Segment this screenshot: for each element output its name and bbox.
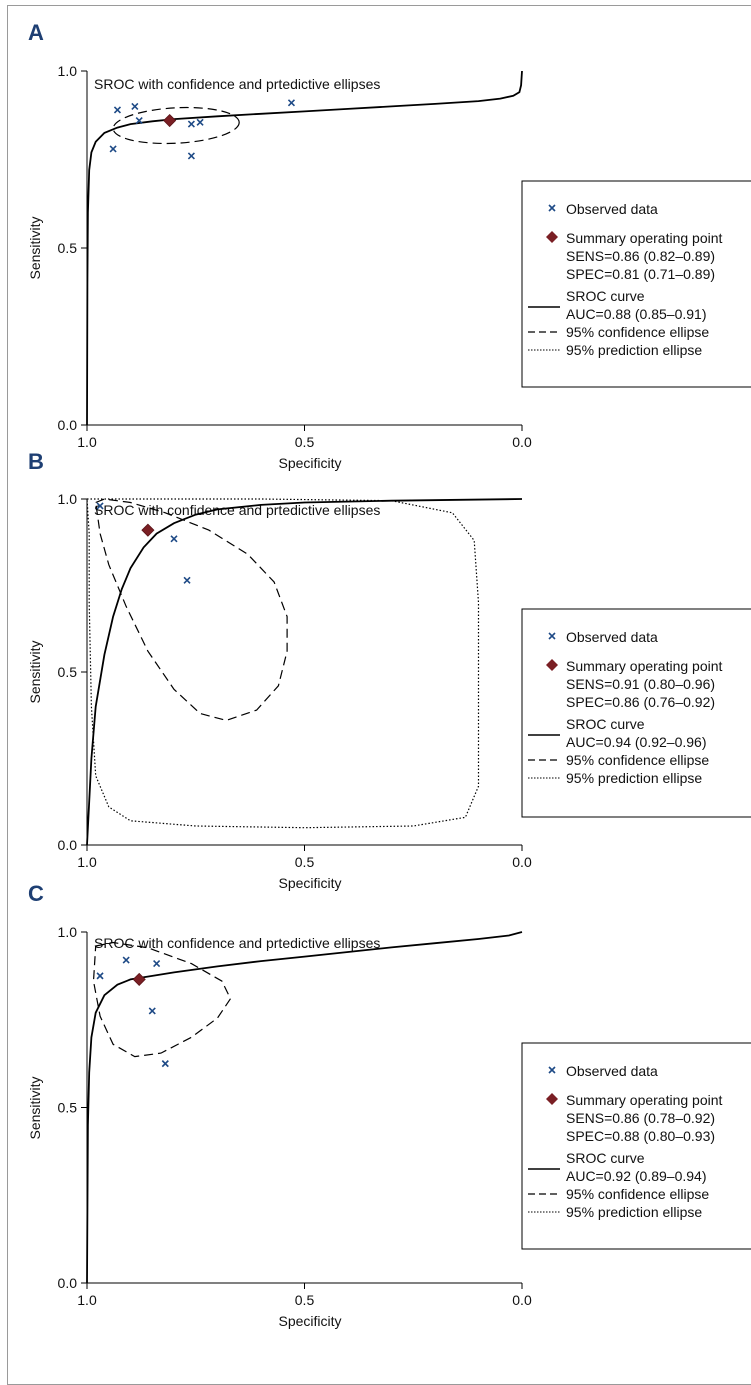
legend-observed-label: Observed data (566, 201, 658, 217)
sroc-panel-c: C SROC with confidence and prtedictive el… (27, 881, 751, 1329)
legend-observed-marker (548, 1066, 556, 1074)
legend-observed-label: Observed data (566, 629, 658, 645)
observed-point (153, 960, 161, 968)
summary-operating-point (141, 523, 155, 537)
legend: Observed data Summary operating point SENS… (521, 608, 751, 818)
legend-auc-value: AUC=0.92 (0.89–0.94) (566, 1168, 706, 1184)
legend-summary-label: Summary operating point (566, 230, 723, 246)
legend-spec-value: SPEC=0.86 (0.76–0.92) (566, 694, 715, 710)
legend-observed-marker (548, 632, 556, 640)
legend-sroc-label: SROC curve (566, 288, 645, 304)
legend-confidence-label: 95% confidence ellipse (566, 752, 709, 768)
legend-summary-marker (546, 659, 558, 671)
observed-point (161, 1060, 169, 1068)
legend-auc-value: AUC=0.88 (0.85–0.91) (566, 306, 706, 322)
legend-prediction-label: 95% prediction ellipse (566, 342, 702, 358)
y-tick-label: 0.0 (58, 1275, 78, 1291)
x-axis-title: Specificity (278, 1313, 341, 1329)
panel-label: C (28, 881, 44, 906)
legend-prediction-label: 95% prediction ellipse (566, 770, 702, 786)
observed-point (183, 576, 191, 584)
legend-summary-marker (546, 1093, 558, 1105)
summary-operating-point (132, 972, 146, 986)
x-axis-title: Specificity (278, 455, 341, 471)
observed-point (96, 972, 104, 980)
legend-auc-value: AUC=0.94 (0.92–0.96) (566, 734, 706, 750)
observed-point (187, 120, 195, 128)
x-tick-label: 0.5 (295, 434, 315, 450)
sroc-panel-a: A SROC with confidence and prtedictive el… (27, 20, 751, 471)
y-axis-title: Sensitivity (27, 1076, 43, 1139)
y-tick-label: 1.0 (58, 491, 78, 507)
sroc-curve (86, 498, 523, 846)
legend-summary-label: Summary operating point (566, 1092, 723, 1108)
x-tick-label: 0.5 (295, 854, 315, 870)
legend-spec-value: SPEC=0.88 (0.80–0.93) (566, 1128, 715, 1144)
y-axis-title: Sensitivity (27, 640, 43, 703)
y-axis-title: Sensitivity (27, 216, 43, 279)
legend-box (521, 1042, 751, 1250)
legend-prediction-label: 95% prediction ellipse (566, 1204, 702, 1220)
y-tick-label: 0.5 (58, 664, 78, 680)
confidence-ellipse (112, 106, 240, 145)
observed-point (96, 502, 104, 510)
legend-summary-label: Summary operating point (566, 658, 723, 674)
x-tick-label: 1.0 (77, 854, 97, 870)
legend-spec-value: SPEC=0.81 (0.71–0.89) (566, 266, 715, 282)
x-tick-label: 0.5 (295, 1292, 315, 1308)
x-axis-title: Specificity (278, 875, 341, 891)
legend: Observed data Summary operating point SENS… (521, 180, 751, 388)
legend-sens-value: SENS=0.86 (0.78–0.92) (566, 1110, 715, 1126)
chart-title: SROC with confidence and prtedictive ell… (94, 76, 380, 92)
observed-point (122, 956, 130, 964)
summary-operating-point (163, 113, 177, 128)
observed-point (196, 118, 204, 126)
x-tick-label: 0.0 (512, 434, 532, 450)
sroc-panel-b: B SROC with confidence and prtedictive el… (27, 449, 751, 891)
confidence-ellipse (92, 941, 232, 1058)
prediction-ellipse (86, 498, 480, 829)
legend-sroc-label: SROC curve (566, 1150, 645, 1166)
panel-label: A (28, 20, 44, 45)
x-tick-label: 1.0 (77, 434, 97, 450)
x-tick-label: 0.0 (512, 1292, 532, 1308)
legend-confidence-label: 95% confidence ellipse (566, 1186, 709, 1202)
sroc-curve (86, 931, 523, 1284)
observed-point (113, 106, 122, 114)
legend-sens-value: SENS=0.86 (0.82–0.89) (566, 248, 715, 264)
y-tick-label: 0.0 (58, 837, 78, 853)
legend-box (521, 180, 751, 388)
legend-confidence-label: 95% confidence ellipse (566, 324, 709, 340)
legend-box (521, 608, 751, 818)
sroc-curve (86, 70, 523, 426)
observed-point (170, 535, 178, 543)
x-tick-label: 1.0 (77, 1292, 97, 1308)
chart-title: SROC with confidence and prtedictive ell… (94, 502, 380, 518)
legend: Observed data Summary operating point SENS… (521, 1042, 751, 1250)
confidence-ellipse (95, 498, 288, 722)
y-tick-label: 1.0 (58, 924, 78, 940)
y-tick-label: 0.5 (58, 1100, 78, 1116)
observed-point (109, 145, 117, 153)
legend-summary-marker (546, 231, 558, 243)
x-tick-label: 0.0 (512, 854, 532, 870)
legend-sroc-label: SROC curve (566, 716, 645, 732)
legend-observed-marker (548, 204, 556, 212)
y-tick-label: 0.0 (58, 417, 78, 433)
observed-point (187, 152, 195, 160)
y-tick-label: 0.5 (58, 240, 78, 256)
y-tick-label: 1.0 (58, 63, 78, 79)
observed-point (135, 116, 143, 125)
observed-point (148, 1007, 156, 1015)
panel-label: B (28, 449, 44, 474)
chart-title: SROC with confidence and prtedictive ell… (94, 935, 380, 951)
observed-point (287, 99, 296, 107)
legend-sens-value: SENS=0.91 (0.80–0.96) (566, 676, 715, 692)
observed-point (131, 102, 139, 110)
legend-observed-label: Observed data (566, 1063, 658, 1079)
